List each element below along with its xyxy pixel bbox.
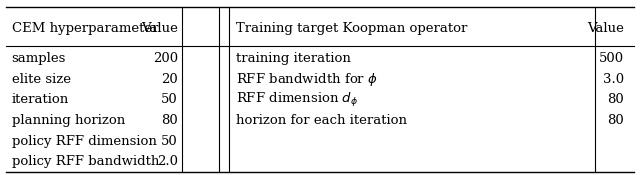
Text: RFF dimension $d_{\phi}$: RFF dimension $d_{\phi}$	[236, 91, 358, 109]
Text: 80: 80	[607, 93, 624, 106]
Text: 80: 80	[607, 114, 624, 127]
Text: policy RFF dimension: policy RFF dimension	[12, 135, 156, 148]
Text: 50: 50	[161, 93, 178, 106]
Text: Training target Koopman operator: Training target Koopman operator	[236, 22, 467, 35]
Text: 80: 80	[161, 114, 178, 127]
Text: samples: samples	[12, 52, 66, 65]
Text: planning horizon: planning horizon	[12, 114, 125, 127]
Text: 2.0: 2.0	[157, 155, 178, 168]
Text: 50: 50	[161, 135, 178, 148]
Text: elite size: elite size	[12, 73, 70, 86]
Text: horizon for each iteration: horizon for each iteration	[236, 114, 406, 127]
Text: 200: 200	[153, 52, 178, 65]
Text: Value: Value	[141, 22, 178, 35]
Text: RFF bandwidth for $\phi$: RFF bandwidth for $\phi$	[236, 71, 378, 88]
Text: 500: 500	[599, 52, 624, 65]
Text: Value: Value	[587, 22, 624, 35]
Text: CEM hyperparameter: CEM hyperparameter	[12, 22, 158, 35]
Text: 3.0: 3.0	[603, 73, 624, 86]
Text: 20: 20	[161, 73, 178, 86]
Text: iteration: iteration	[12, 93, 68, 106]
Text: training iteration: training iteration	[236, 52, 350, 65]
Text: policy RFF bandwidth: policy RFF bandwidth	[12, 155, 159, 168]
